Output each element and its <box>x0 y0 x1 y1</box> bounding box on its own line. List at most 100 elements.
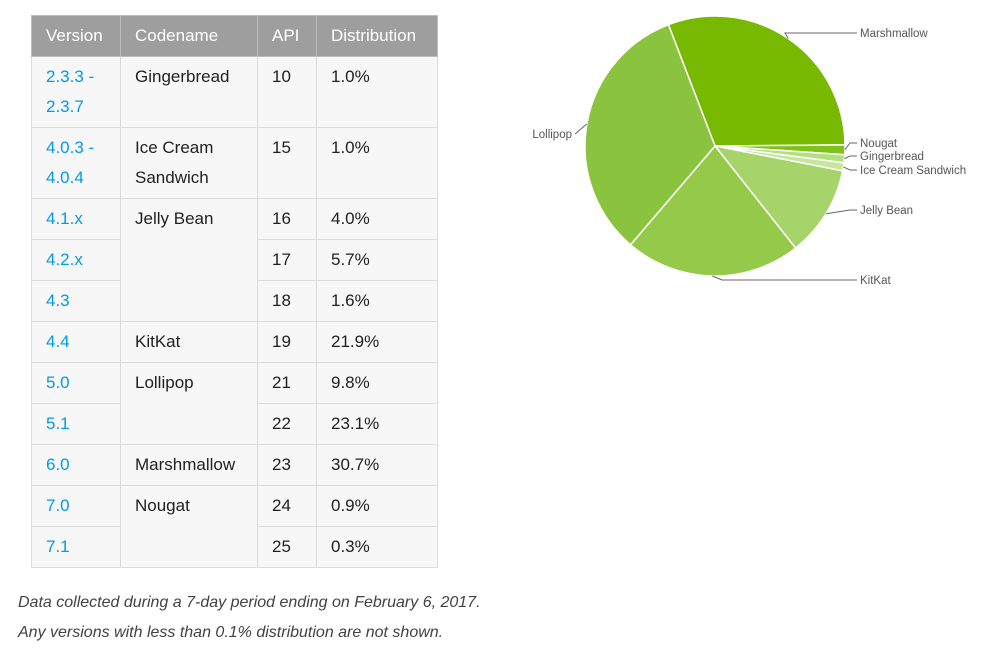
version-line[interactable]: 7.1 <box>46 537 70 556</box>
version-link[interactable]: 6.0 <box>31 444 121 486</box>
api-cell: 24 <box>257 485 317 527</box>
distribution-cell: 4.0% <box>316 198 438 240</box>
api-value: 24 <box>272 496 291 515</box>
api-value: 25 <box>272 537 291 556</box>
version-line[interactable]: 6.0 <box>46 455 70 474</box>
pie-slice-jelly-bean <box>713 144 844 250</box>
api-cell: 16 <box>257 198 317 240</box>
distribution-cell: 1.0% <box>316 56 438 128</box>
codename-cell: Lollipop <box>120 362 258 445</box>
version-line[interactable]: 4.0.3 - <box>46 138 95 157</box>
version-line[interactable]: 5.0 <box>46 373 70 392</box>
version-line[interactable]: 2.3.3 - <box>46 67 95 86</box>
slice-label: Jelly Bean <box>860 205 913 217</box>
version-link[interactable]: 4.3 <box>31 280 121 322</box>
version-link[interactable]: 7.1 <box>31 526 121 568</box>
codename-line: Nougat <box>135 496 190 515</box>
api-cell: 15 <box>257 127 317 199</box>
api-value: 19 <box>272 332 291 351</box>
slice-label: Gingerbread <box>860 151 924 163</box>
version-line[interactable]: 4.2.x <box>46 250 83 269</box>
api-cell: 19 <box>257 321 317 363</box>
codename-cell: Ice Cream Sandwich <box>120 127 258 199</box>
table-header-row: Version Codename API Distribution <box>31 15 438 57</box>
version-line[interactable]: 2.3.7 <box>46 97 84 116</box>
distribution-cell: 0.9% <box>316 485 438 527</box>
pie-slice-lollipop <box>584 23 716 246</box>
distribution-value: 4.0% <box>331 209 370 228</box>
table-row: 2.3.3 - 2.3.7 Gingerbread 10 1.0% <box>31 56 438 128</box>
distribution-value: 9.8% <box>331 373 370 392</box>
api-value: 23 <box>272 455 291 474</box>
table-row: 4.3 18 1.6% <box>31 280 438 322</box>
version-line[interactable]: 4.0.4 <box>46 168 84 187</box>
version-link[interactable]: 4.1.x <box>31 198 121 240</box>
slice-label: KitKat <box>860 275 891 287</box>
distribution-value: 21.9% <box>331 332 380 351</box>
table-row: 4.0.3 - 4.0.4 Ice Cream Sandwich 15 1.0% <box>31 127 438 199</box>
distribution-cell: 23.1% <box>316 403 438 445</box>
header-codename: Codename <box>120 15 258 57</box>
distribution-cell: 21.9% <box>316 321 438 363</box>
api-value: 10 <box>272 67 291 86</box>
distribution-table: Version Codename API Distribution 2.3.3 … <box>31 15 438 568</box>
slice-label: Marshmallow <box>860 28 928 40</box>
distribution-value: 1.6% <box>331 291 370 310</box>
api-value: 15 <box>272 138 291 157</box>
version-line[interactable]: 4.1.x <box>46 209 83 228</box>
header-distribution: Distribution <box>316 15 438 57</box>
version-line[interactable]: 5.1 <box>46 414 70 433</box>
version-link[interactable]: 4.0.3 - 4.0.4 <box>31 127 121 199</box>
slice-label: Ice Cream Sandwich <box>860 165 966 177</box>
header-api: API <box>257 15 317 57</box>
codename-line: KitKat <box>135 332 181 351</box>
version-line[interactable]: 7.0 <box>46 496 70 515</box>
codename-line: Lollipop <box>135 373 194 392</box>
table-row: 6.0 Marshmallow 23 30.7% <box>31 444 438 486</box>
version-link[interactable]: 5.0 <box>31 362 121 404</box>
table-row: 4.1.x Jelly Bean 16 4.0% <box>31 198 438 322</box>
version-link[interactable]: 4.4 <box>31 321 121 363</box>
version-line[interactable]: 4.3 <box>46 291 70 310</box>
codename-line: Sandwich <box>135 168 209 187</box>
slice-label: Lollipop <box>532 129 572 141</box>
distribution-cell: 9.8% <box>316 362 438 404</box>
api-cell: 10 <box>257 56 317 128</box>
distribution-value: 1.0% <box>331 138 370 157</box>
footnote-collection-period: Data collected during a 7-day period end… <box>18 594 481 611</box>
footnote-threshold: Any versions with less than 0.1% distrib… <box>18 624 444 641</box>
version-link[interactable]: 4.2.x <box>31 239 121 281</box>
version-line[interactable]: 4.4 <box>46 332 70 351</box>
table-row: 4.4 KitKat 19 21.9% <box>31 321 438 363</box>
distribution-cell: 0.3% <box>316 526 438 568</box>
distribution-cell: 1.0% <box>316 127 438 199</box>
distribution-cell: 30.7% <box>316 444 438 486</box>
table-row: 7.1 25 0.3% <box>31 526 438 568</box>
leader-line <box>712 275 857 281</box>
codename-cell: Marshmallow <box>120 444 258 486</box>
table-row: 4.2.x 17 5.7% <box>31 239 438 281</box>
version-link[interactable]: 7.0 <box>31 485 121 527</box>
slice-label: Nougat <box>860 138 898 150</box>
leader-line <box>825 209 857 215</box>
api-value: 21 <box>272 373 291 392</box>
api-value: 16 <box>272 209 291 228</box>
codename-line: Gingerbread <box>135 67 230 86</box>
api-cell: 21 <box>257 362 317 404</box>
distribution-cell: 1.6% <box>316 280 438 322</box>
pie-slice-kitkat <box>629 144 797 277</box>
codename-line: Ice Cream <box>135 138 214 157</box>
leader-line <box>844 155 857 160</box>
api-cell: 17 <box>257 239 317 281</box>
table-row: 5.0 Lollipop 21 9.8% <box>31 362 438 445</box>
codename-line: Jelly Bean <box>135 209 214 228</box>
version-link[interactable]: 5.1 <box>31 403 121 445</box>
codename-cell: Nougat <box>120 485 258 568</box>
codename-cell: Gingerbread <box>120 56 258 128</box>
version-link[interactable]: 2.3.3 - 2.3.7 <box>31 56 121 128</box>
api-value: 18 <box>272 291 291 310</box>
table-row: 5.1 22 23.1% <box>31 403 438 445</box>
distribution-cell: 5.7% <box>316 239 438 281</box>
api-cell: 18 <box>257 280 317 322</box>
